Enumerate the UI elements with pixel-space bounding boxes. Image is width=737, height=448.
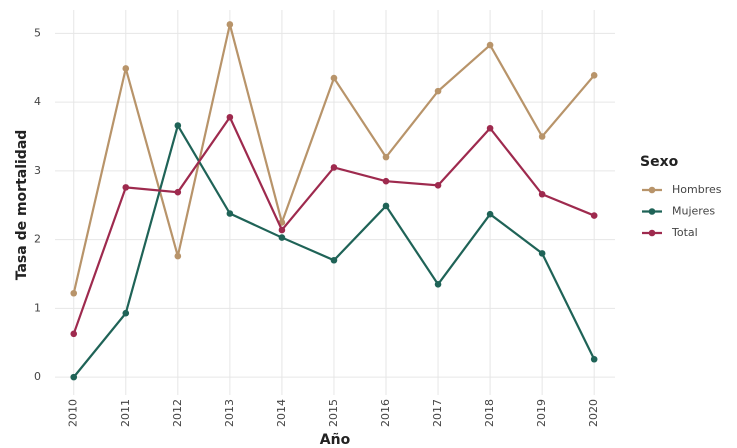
legend-swatch <box>648 208 656 215</box>
data-point <box>330 256 338 264</box>
y-axis-label: Tasa de mortalidad <box>14 130 30 281</box>
legend-label: Total <box>671 226 698 239</box>
data-point <box>122 184 130 191</box>
x-tick-label: 2010 <box>67 399 80 427</box>
x-tick-label: 2017 <box>431 399 444 427</box>
data-point <box>226 21 234 28</box>
x-tick-label: 2012 <box>171 399 184 427</box>
x-tick-label: 2018 <box>483 399 496 427</box>
data-point <box>278 226 286 234</box>
data-point <box>330 164 338 171</box>
data-point <box>590 355 598 363</box>
x-axis-label: Año <box>320 432 351 448</box>
data-point <box>538 133 546 140</box>
y-tick-label: 1 <box>34 301 41 314</box>
legend-title: Sexo <box>640 154 679 170</box>
legend-label: Hombres <box>672 183 722 196</box>
x-tick-label: 2014 <box>275 399 288 427</box>
x-tick-label: 2016 <box>379 399 392 427</box>
data-point <box>174 188 182 196</box>
x-tick-label: 2013 <box>223 399 236 427</box>
data-point <box>174 122 182 129</box>
legend-label: Mujeres <box>672 205 715 218</box>
data-point <box>174 252 182 260</box>
data-point <box>486 124 494 132</box>
data-point <box>538 250 546 257</box>
data-point <box>486 210 494 218</box>
data-point <box>330 74 338 82</box>
data-point <box>226 113 234 121</box>
data-point <box>590 212 598 219</box>
y-tick-label: 3 <box>34 164 41 177</box>
y-tick-label: 5 <box>34 26 41 39</box>
data-point <box>70 330 78 338</box>
data-point <box>382 177 390 185</box>
y-tick-label: 0 <box>34 370 41 383</box>
data-point <box>226 210 234 217</box>
data-point <box>278 234 286 241</box>
data-point <box>538 190 546 198</box>
x-tick-label: 2011 <box>119 399 132 427</box>
data-point <box>382 153 390 161</box>
x-tick-label: 2020 <box>587 399 600 427</box>
data-point <box>434 87 442 95</box>
data-point <box>122 309 130 317</box>
legend-swatch <box>648 186 656 194</box>
data-point <box>486 41 494 49</box>
data-point <box>382 202 390 210</box>
data-point <box>434 182 442 189</box>
y-tick-label: 4 <box>34 95 41 108</box>
y-tick-label: 2 <box>34 233 41 246</box>
data-point <box>122 65 130 72</box>
legend-swatch <box>648 229 656 237</box>
data-point <box>434 281 442 288</box>
data-point <box>70 289 78 297</box>
data-point <box>590 72 598 79</box>
x-tick-label: 2015 <box>327 399 340 427</box>
data-point <box>70 373 78 381</box>
x-tick-label: 2019 <box>535 399 548 427</box>
